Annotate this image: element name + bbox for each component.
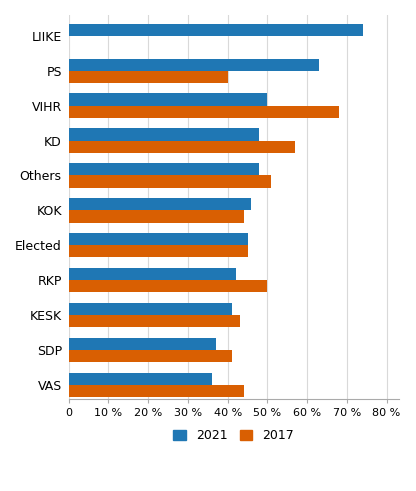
Bar (69, 140, 295, 153)
Bar (69, 385, 243, 397)
Bar (69, 24, 363, 36)
Bar (69, 210, 243, 222)
Bar (69, 315, 240, 327)
Bar (69, 106, 339, 118)
Bar (69, 58, 319, 71)
Bar (69, 245, 248, 257)
Bar (69, 93, 267, 106)
Bar (69, 128, 260, 140)
Legend: 2021, 2017: 2021, 2017 (173, 429, 294, 442)
Bar (69, 175, 271, 188)
Bar (69, 268, 235, 280)
Bar (69, 350, 232, 362)
Bar (69, 164, 260, 175)
Bar (69, 338, 216, 350)
Bar (69, 198, 252, 210)
Bar (69, 233, 248, 245)
Bar (69, 303, 232, 315)
Bar (69, 280, 267, 292)
Bar (69, 373, 212, 385)
Bar (69, 71, 228, 83)
